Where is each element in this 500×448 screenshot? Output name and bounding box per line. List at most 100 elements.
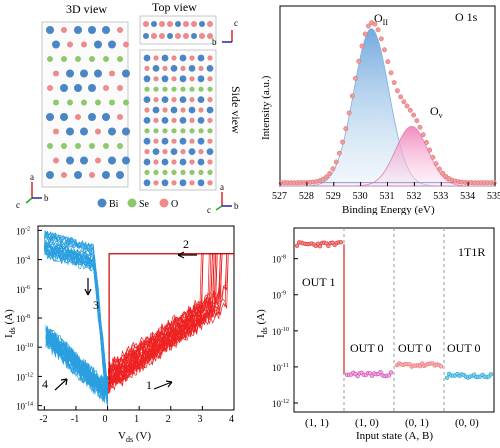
atom <box>207 33 213 39</box>
iv-x-tick-label: 1 <box>134 414 139 425</box>
atom <box>143 21 149 27</box>
xps-point <box>401 99 407 105</box>
atom <box>161 117 169 124</box>
atom <box>161 158 169 166</box>
atom <box>198 169 204 175</box>
atom <box>88 26 96 34</box>
atom <box>117 143 123 149</box>
atom <box>179 96 187 103</box>
iv-x-tick-label: 4 <box>229 414 234 425</box>
logic-state-label: (1, 1) <box>305 417 329 429</box>
atom <box>171 86 177 92</box>
crystal-side-atoms <box>143 54 214 187</box>
xps-tick-label: 527 <box>272 191 287 202</box>
logic-ticks: 10-8 10-9 10-10 10-11 10-12 (1, 1) (1, 0) (0, 1… <box>272 255 479 429</box>
xps-point <box>491 180 497 186</box>
atom <box>197 54 205 62</box>
iv-y-tick-label: 10-4 <box>16 256 30 266</box>
iv-x-tick-label: 3 <box>197 414 202 425</box>
logic-state-11-point <box>294 243 300 248</box>
iv-y-tick-label: 10-12 <box>16 372 33 382</box>
atom <box>94 40 102 49</box>
logic-y-tick-label: 10-11 <box>272 363 289 373</box>
logic-chart: 10-8 10-9 10-10 10-11 10-12 (1, 1) (1, 0) (0, 1… <box>255 227 495 442</box>
atom <box>117 114 123 120</box>
xps-tick-label: 532 <box>406 191 421 202</box>
atom <box>47 56 53 62</box>
atom-legend: Bi Se O <box>97 198 178 210</box>
atom <box>144 128 150 134</box>
iv-y-tick-label: 10-8 <box>16 314 30 324</box>
xps-y-axis-label: Intensity (a.u.) <box>260 75 272 140</box>
atom <box>191 33 197 39</box>
arrow-2-label: 2 <box>183 237 189 251</box>
atom <box>153 55 159 61</box>
atom <box>53 99 59 106</box>
arrow-1-line <box>153 381 173 390</box>
xps-point <box>359 43 365 49</box>
xps-point <box>424 139 429 145</box>
crystal-top-frame <box>139 15 217 45</box>
atom <box>206 148 214 156</box>
atom <box>197 75 205 83</box>
atom <box>108 127 116 136</box>
atom <box>207 138 213 144</box>
logic-y-tick-label: 10-9 <box>272 291 286 301</box>
atom <box>171 117 177 123</box>
atom <box>207 21 213 27</box>
xps-vacancy-peak <box>280 125 495 187</box>
legend-bi-label: Bi <box>109 199 119 210</box>
xps-tick-label: 531 <box>380 191 395 202</box>
atom <box>171 159 177 165</box>
iv-sweep-arrows <box>54 251 197 391</box>
xps-point <box>343 126 349 132</box>
atom <box>179 137 187 145</box>
xps-point <box>375 27 381 33</box>
xps-tick-label: 529 <box>326 191 341 202</box>
atom <box>189 159 195 165</box>
xps-point <box>404 103 410 109</box>
atom <box>162 107 168 113</box>
xps-point <box>407 107 413 113</box>
atom <box>143 54 151 62</box>
iv-x-axis-label: Vds (V) <box>118 430 151 443</box>
atom <box>179 75 187 83</box>
atom <box>103 56 109 62</box>
atom <box>75 114 81 120</box>
logic-y-tick-label: 10-12 <box>272 399 289 409</box>
iv-curve-negative <box>44 230 108 402</box>
atom <box>180 128 186 134</box>
xps-point <box>440 170 446 176</box>
iv-curve-positive <box>107 253 234 393</box>
atom <box>103 85 109 91</box>
iv-x-tick-label: -2 <box>39 414 47 425</box>
axis-triad-top: c b <box>212 18 238 47</box>
atom <box>53 128 59 135</box>
xps-point <box>324 174 329 180</box>
atom <box>143 75 151 83</box>
atom <box>179 54 187 62</box>
atom <box>74 84 82 92</box>
atom <box>153 169 159 175</box>
xps-point <box>385 59 391 65</box>
atom <box>189 180 195 186</box>
xps-point <box>336 150 342 156</box>
xps-point <box>394 88 400 94</box>
atom <box>108 40 116 49</box>
atom <box>143 158 151 166</box>
iv-y-tick-label: 10-6 <box>16 285 30 295</box>
logic-tag: 1T1R <box>458 245 485 259</box>
atom <box>102 171 110 179</box>
atom <box>207 180 213 186</box>
atom <box>151 33 157 39</box>
atom <box>179 179 187 187</box>
label-top-view: Top view <box>152 0 197 14</box>
iv-panel: 10-2 10-4 10-6 10-8 10-10 10-12 10-14 -2 -1 0 1 2 3 4… <box>0 222 250 444</box>
logic-state-10-point <box>355 373 360 379</box>
atom <box>152 148 160 156</box>
xps-point <box>436 166 442 172</box>
iv-chart: 10-2 10-4 10-6 10-8 10-10 10-12 10-14 -2 -1 0 1 2 3 4… <box>3 225 235 444</box>
atom <box>103 143 109 149</box>
atom <box>197 96 205 103</box>
label-side-view: Side view <box>229 86 243 134</box>
